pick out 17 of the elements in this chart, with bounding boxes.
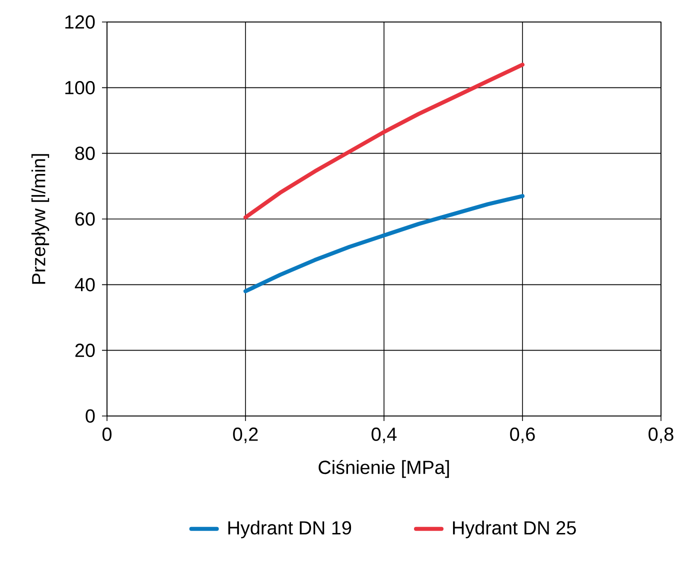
line-series [244, 62, 524, 220]
x-tick-label: 0 [102, 428, 112, 441]
x-tick-label: 0,4 [372, 428, 397, 444]
x-tick-label: 0,6 [510, 428, 535, 444]
y-tick-label: 100 [65, 80, 95, 94]
legend-label: Hydrant DN 19 [228, 520, 352, 538]
legend-label: Hydrant DN 25 [453, 520, 576, 538]
y-tick-label: 0 [86, 409, 95, 423]
x-tick-label: 0,2 [233, 428, 258, 444]
y-axis-title: Przepływ [l/min] [31, 154, 50, 284]
y-tick-label: 60 [75, 212, 95, 226]
x-tick-label: 0,8 [648, 428, 674, 444]
y-tick-label: 120 [65, 15, 95, 29]
y-tick-label: 40 [74, 278, 95, 292]
y-tick-label: 20 [75, 344, 95, 358]
x-axis-title: Ciśnienie [MPa] [318, 460, 449, 478]
y-tick-label: 80 [75, 146, 95, 160]
